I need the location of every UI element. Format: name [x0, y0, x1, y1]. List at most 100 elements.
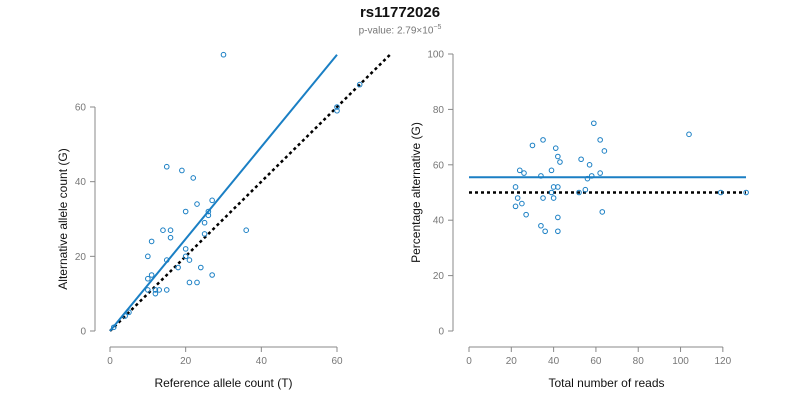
right-data-point	[599, 209, 606, 215]
right-data-point	[514, 195, 521, 201]
left-data-point	[148, 272, 155, 278]
left-y-tick-label: 20	[75, 252, 87, 263]
left-data-point	[209, 197, 215, 204]
left-data-point	[167, 227, 174, 233]
p-value-exponent: −5	[433, 24, 442, 31]
left-data-point	[182, 253, 189, 260]
left-data-point	[145, 275, 151, 282]
left-x-tick-label: 20	[180, 356, 192, 367]
right-data-point	[516, 167, 523, 174]
right-data-point	[686, 131, 692, 138]
right-y-tick-label: 0	[438, 327, 444, 338]
right-data-point	[540, 195, 546, 201]
left-data-point	[198, 264, 204, 271]
left-data-point	[201, 231, 208, 237]
right-data-point	[538, 222, 544, 229]
right-x-tick-label: 80	[633, 356, 645, 367]
left-data-point	[186, 279, 193, 286]
left-data-point	[163, 287, 170, 293]
left-y-axis-title: Alternative allele count (G)	[56, 148, 70, 289]
right-data-point	[717, 189, 724, 196]
right-y-tick-label: 20	[433, 271, 445, 282]
scatter-plot-percentage: 0 20 40 60 80 100 120 0 20 40 60 80 100 Total number …	[409, 50, 749, 390]
left-data-point	[194, 201, 200, 207]
right-x-tick-label: 100	[672, 356, 689, 367]
right-data-point	[586, 162, 593, 168]
left-data-point	[201, 219, 208, 226]
left-data-point	[122, 313, 128, 319]
left-data-point	[334, 104, 340, 110]
right-data-point	[552, 145, 559, 151]
left-data-point	[182, 246, 189, 252]
left-data-point	[160, 227, 166, 233]
right-data-point	[597, 170, 603, 176]
left-data-point	[209, 272, 215, 278]
left-x-tick-label: 60	[331, 356, 343, 367]
right-y-tick-label: 100	[427, 50, 444, 61]
left-data-point	[126, 309, 132, 316]
right-x-tick-label: 60	[590, 356, 602, 367]
right-y-axis-title: Percentage alternative (G)	[409, 122, 423, 263]
left-data-point	[148, 238, 155, 245]
right-y-tick-label: 80	[433, 105, 445, 116]
right-data-point	[555, 214, 561, 221]
left-data-point	[194, 279, 200, 286]
left-data-point	[205, 212, 212, 219]
scatter-plot-allele-counts: 0 20 40 60 0 20 40 60 Reference allele count (T)…	[56, 51, 391, 390]
right-data-point	[555, 184, 561, 190]
left-data-point	[145, 287, 151, 293]
right-data-point	[521, 170, 527, 176]
right-data-point	[578, 156, 584, 163]
left-data-point	[179, 167, 185, 174]
right-data-point	[555, 153, 561, 160]
left-data-point	[356, 81, 363, 88]
left-data-point	[152, 290, 159, 297]
right-data-point	[601, 148, 608, 154]
right-data-point	[743, 189, 749, 196]
right-x-tick-label: 20	[506, 356, 518, 367]
right-data-point	[588, 173, 595, 179]
left-data-point	[190, 175, 197, 181]
right-x-tick-label: 0	[466, 356, 472, 367]
left-x-tick-label: 40	[256, 356, 268, 367]
left-x-tick-label: 0	[107, 356, 113, 367]
left-data-point	[152, 287, 159, 293]
right-data-point	[538, 173, 544, 179]
left-data-point	[175, 264, 181, 271]
right-y-tick-label: 60	[433, 160, 445, 171]
right-data-point	[557, 159, 563, 165]
left-data-point	[220, 51, 227, 58]
right-x-axis-title: Total number of reads	[548, 376, 664, 390]
right-data-point	[576, 189, 582, 196]
right-data-point	[512, 203, 519, 210]
right-data-point	[529, 142, 536, 149]
right-data-point	[555, 228, 561, 235]
right-x-tick-label: 40	[548, 356, 560, 367]
left-y-tick-label: 60	[75, 103, 87, 114]
left-data-point	[334, 107, 340, 114]
right-x-tick-label: 120	[715, 356, 732, 367]
left-data-point	[156, 287, 162, 293]
chart-title: rs11772026	[359, 4, 441, 21]
right-data-point	[540, 137, 546, 143]
left-null-expectation-line	[109, 53, 391, 332]
left-data-point	[163, 257, 170, 263]
right-data-point	[519, 200, 525, 207]
left-y-tick-label: 0	[80, 327, 86, 338]
right-data-point	[597, 137, 603, 143]
right-data-point	[548, 189, 555, 196]
left-fitted-line	[109, 54, 338, 332]
left-data-point	[110, 324, 117, 331]
left-data-point	[167, 234, 174, 241]
left-data-point	[145, 253, 151, 260]
p-value-text: p-value: 2.79×10	[358, 25, 434, 37]
left-data-point	[205, 208, 212, 215]
right-data-point	[550, 195, 557, 201]
right-data-point	[523, 211, 529, 218]
left-x-axis-title: Reference allele count (T)	[154, 376, 292, 390]
left-data-point	[163, 163, 170, 170]
left-data-point	[182, 208, 189, 215]
left-data-point	[243, 227, 249, 233]
right-data-point	[582, 186, 589, 193]
